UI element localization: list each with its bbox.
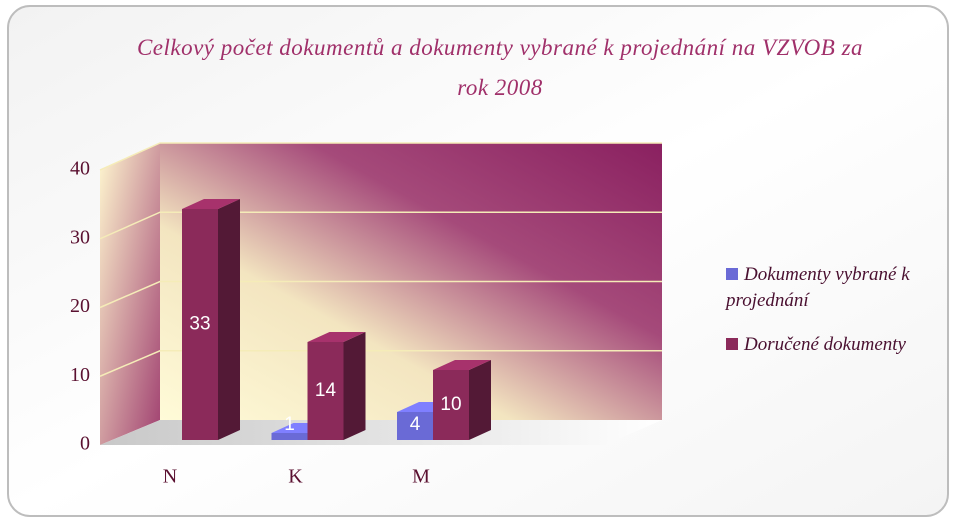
grid-line (99, 142, 662, 171)
bar (271, 433, 308, 440)
x-tick-label: K (288, 466, 303, 488)
bar-top (307, 332, 366, 342)
bar (397, 412, 433, 440)
bar-side (218, 199, 240, 440)
data-label: 4 (410, 414, 421, 435)
bar-side (469, 360, 491, 440)
data-label: 10 (440, 394, 461, 415)
bar-top (182, 199, 240, 209)
bar-top (433, 360, 491, 370)
x-tick-label: N (163, 466, 177, 488)
y-tick-label: 30 (70, 226, 90, 248)
bar (433, 370, 469, 440)
grid-line (99, 211, 662, 240)
legend-label: Doručené dokumenty (744, 334, 906, 355)
grid-line (99, 280, 662, 309)
y-tick-label: 20 (70, 295, 90, 317)
bar (307, 342, 344, 440)
y-tick-label: 10 (70, 364, 90, 386)
legend-item: Doručené dokumenty (726, 332, 951, 358)
legend-item: Dokumenty vybrané k projednání (726, 262, 951, 314)
data-label: 1 (284, 414, 295, 435)
y-tick-label: 0 (80, 433, 90, 455)
data-label: 33 (189, 314, 210, 335)
y-tick-label: 40 (70, 158, 90, 180)
grid-line (99, 350, 662, 377)
data-label: 14 (315, 380, 337, 401)
bar-side (343, 332, 366, 440)
chart-title: Celkový počet dokumentů a dokumenty vybr… (136, 35, 864, 100)
legend-swatch (726, 338, 738, 350)
bar (182, 209, 218, 440)
legend-swatch (726, 268, 738, 280)
floor (100, 420, 662, 445)
legend-label: Dokumenty vybrané k projednání (726, 264, 910, 311)
x-tick-label: M (412, 466, 430, 488)
